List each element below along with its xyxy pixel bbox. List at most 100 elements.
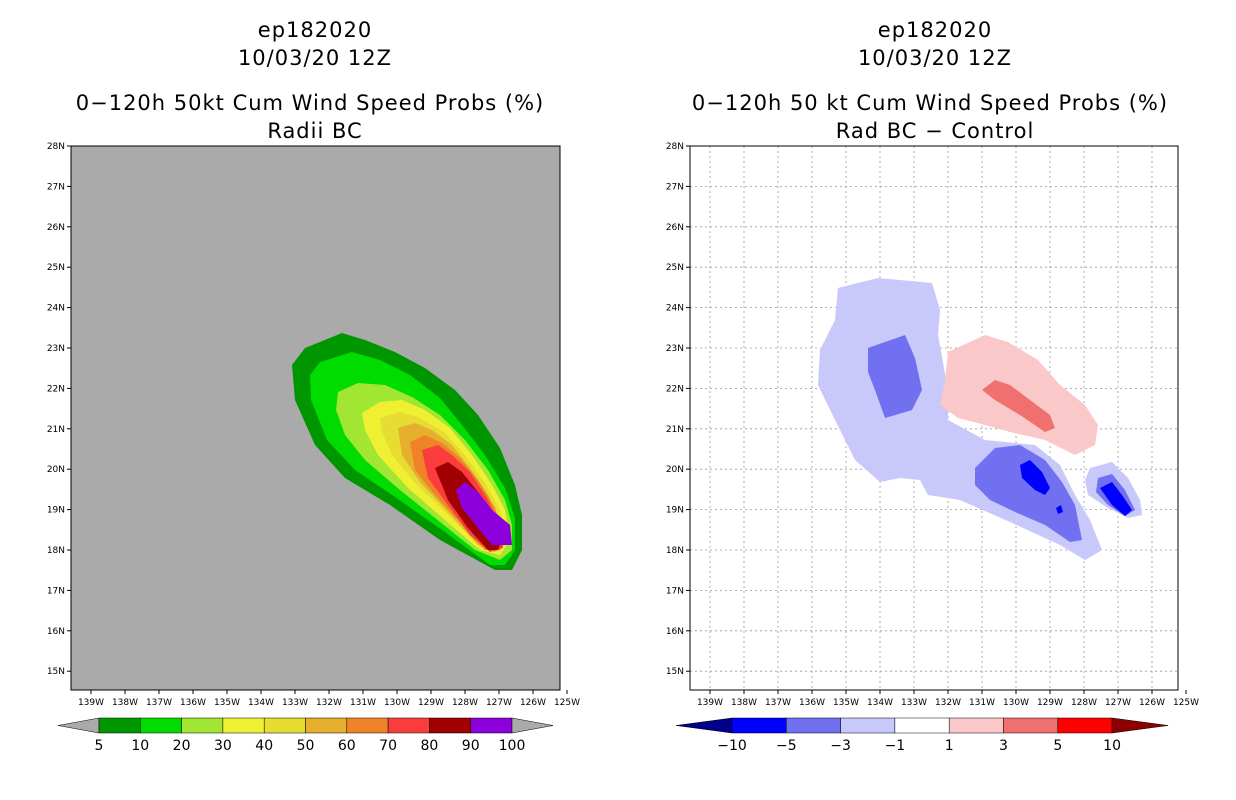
lat-label: 27N bbox=[47, 182, 65, 192]
right-title-product: 0−120h 50 kt Cum Wind Speed Probs (%) bbox=[691, 91, 1169, 115]
colorbar-swatch bbox=[222, 717, 265, 734]
colorbar-swatch bbox=[387, 717, 430, 734]
colorbar-label: 20 bbox=[173, 738, 191, 754]
right-title-storm: ep182020 bbox=[877, 18, 993, 42]
colorbar-label: 40 bbox=[255, 738, 273, 754]
lat-label: 23N bbox=[47, 344, 65, 354]
lat-label: 28N bbox=[47, 142, 65, 152]
left-probability-contours bbox=[292, 333, 522, 570]
lon-label: 129W bbox=[418, 698, 444, 708]
lat-label: 15N bbox=[47, 667, 65, 677]
lat-label: 24N bbox=[47, 304, 65, 314]
colorbar-swatch bbox=[305, 717, 348, 734]
diff-neg-5-c bbox=[1056, 505, 1063, 514]
lon-label: 127W bbox=[1105, 698, 1131, 708]
lon-label: 136W bbox=[180, 698, 206, 708]
lon-label: 132W bbox=[316, 698, 342, 708]
lat-label: 25N bbox=[666, 263, 684, 273]
lat-label: 22N bbox=[47, 384, 65, 394]
colorbar-low-arrow bbox=[57, 717, 100, 734]
lon-label: 133W bbox=[901, 698, 927, 708]
colorbar-label: −3 bbox=[830, 738, 851, 754]
colorbar-swatch bbox=[894, 717, 950, 734]
colorbar-label: 3 bbox=[999, 738, 1008, 754]
colorbar-swatch bbox=[181, 717, 224, 734]
colorbar-swatch bbox=[840, 717, 896, 734]
left-title-subtitle: Radii BC bbox=[267, 119, 363, 143]
right-map-frame bbox=[689, 145, 1179, 691]
lon-label: 131W bbox=[969, 698, 995, 708]
lat-label: 16N bbox=[666, 627, 684, 637]
lat-label: 17N bbox=[47, 586, 65, 596]
colorbar-high-arrow bbox=[511, 717, 554, 734]
right-lon-labels: 139W 138W 137W 136W 135W 134W 133W 132W 131W 130W… bbox=[697, 690, 1199, 708]
colorbar-swatch bbox=[786, 717, 841, 734]
lon-label: 135W bbox=[833, 698, 859, 708]
left-lon-labels: 139W 138W 137W 136W 135W 134W 133W 132W 131W 130W… bbox=[78, 690, 580, 708]
lon-label: 130W bbox=[384, 698, 410, 708]
diff-neg-5-b bbox=[1100, 482, 1132, 516]
diff-neg-3-mid bbox=[975, 445, 1082, 542]
lon-label: 127W bbox=[486, 698, 512, 708]
lat-label: 20N bbox=[666, 465, 684, 475]
right-difference-contours bbox=[818, 278, 1142, 560]
colorbar-swatch bbox=[98, 717, 141, 734]
colorbar-swatch bbox=[1003, 717, 1059, 734]
left-title-product: 0−120h 50kt Cum Wind Speed Probs (%) bbox=[75, 91, 545, 115]
lat-label: 20N bbox=[47, 465, 65, 475]
colorbar-swatch bbox=[429, 717, 471, 734]
lon-label: 136W bbox=[799, 698, 825, 708]
colorbar-label: 70 bbox=[379, 738, 397, 754]
lat-label: 18N bbox=[666, 546, 684, 556]
lat-label: 16N bbox=[47, 627, 65, 637]
left-title-date: 10/03/20 12Z bbox=[237, 46, 393, 70]
lon-label: 134W bbox=[248, 698, 274, 708]
lat-label: 18N bbox=[47, 546, 65, 556]
colorbar-low-arrow bbox=[675, 717, 733, 734]
lon-label: 126W bbox=[520, 698, 546, 708]
colorbar-label: 30 bbox=[214, 738, 232, 754]
lat-label: 19N bbox=[666, 506, 684, 516]
left-lat-labels: 28N 27N 26N 25N 24N 23N 22N 21N 20N 19N 18N 17N 16N 1… bbox=[47, 142, 71, 677]
lon-label: 138W bbox=[731, 698, 757, 708]
lon-label: 133W bbox=[282, 698, 308, 708]
lat-label: 27N bbox=[666, 182, 684, 192]
lat-label: 23N bbox=[666, 344, 684, 354]
lon-label: 137W bbox=[146, 698, 172, 708]
colorbar-label: −5 bbox=[776, 738, 797, 754]
right-lat-labels: 28N 27N 26N 25N 24N 23N 22N 21N 20N 19N 18N 17N 16N 1… bbox=[666, 142, 690, 677]
lat-label: 25N bbox=[47, 263, 65, 273]
lat-label: 15N bbox=[666, 667, 684, 677]
lat-label: 28N bbox=[666, 142, 684, 152]
diff-pos-3 bbox=[982, 380, 1055, 432]
contour-90 bbox=[456, 482, 512, 545]
colorbar-label: 5 bbox=[95, 738, 104, 754]
colorbar-swatch bbox=[731, 717, 787, 734]
colorbar-label: 90 bbox=[462, 738, 480, 754]
right-map: 28N 27N 26N 25N 24N 23N 22N 21N 20N 19N 18N 17N 16N 1… bbox=[666, 142, 1199, 708]
colorbar-label: 5 bbox=[1053, 738, 1062, 754]
lon-label: 138W bbox=[112, 698, 138, 708]
lon-label: 131W bbox=[350, 698, 376, 708]
left-map-frame bbox=[70, 145, 561, 691]
right-colorbar: −10 −5 −3 −1 1 3 5 10 bbox=[675, 717, 1169, 754]
lat-label: 24N bbox=[666, 304, 684, 314]
colorbar-swatch bbox=[140, 717, 182, 734]
right-title-date: 10/03/20 12Z bbox=[857, 46, 1013, 70]
lon-label: 125W bbox=[554, 698, 580, 708]
colorbar-label: 80 bbox=[420, 738, 438, 754]
colorbar-swatch bbox=[470, 717, 513, 734]
colorbar-label: 10 bbox=[131, 738, 149, 754]
colorbar-swatch bbox=[948, 717, 1004, 734]
lon-label: 139W bbox=[78, 698, 104, 708]
lon-label: 132W bbox=[935, 698, 961, 708]
colorbar-swatch bbox=[1057, 717, 1113, 734]
left-map: 28N 27N 26N 25N 24N 23N 22N 21N 20N 19N 18N 17N 16N 1… bbox=[47, 142, 580, 708]
lat-label: 17N bbox=[666, 586, 684, 596]
lat-label: 26N bbox=[47, 223, 65, 233]
colorbar-label: 60 bbox=[338, 738, 356, 754]
diff-neg-5-a bbox=[1020, 460, 1050, 495]
colorbar-swatch bbox=[346, 717, 389, 734]
lon-label: 126W bbox=[1139, 698, 1165, 708]
